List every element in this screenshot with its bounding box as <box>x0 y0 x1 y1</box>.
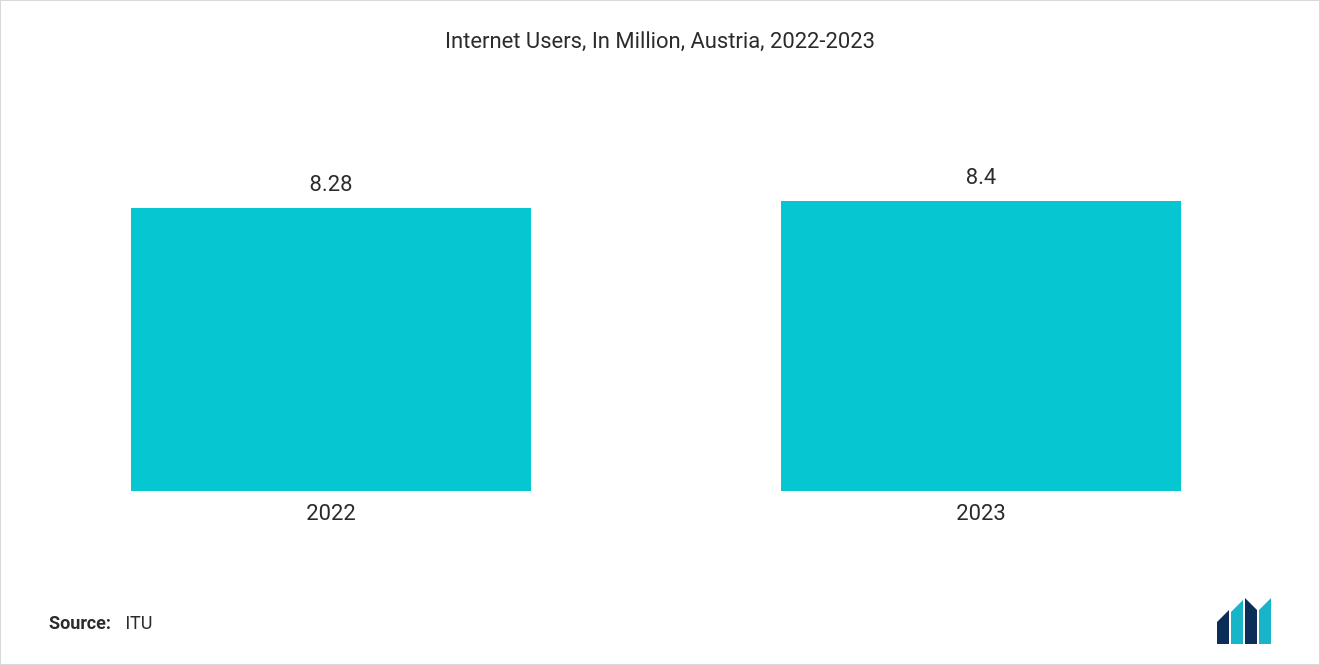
logo-bar-3 <box>1259 598 1271 644</box>
bar-0 <box>131 208 531 491</box>
source-line: Source: ITU <box>49 613 152 634</box>
bar-group-0: 8.28 <box>131 208 531 491</box>
logo-bar-2 <box>1245 598 1257 644</box>
plot-area: 8.28 8.4 2022 2023 <box>131 201 1181 491</box>
source-label: Source: <box>49 613 111 634</box>
value-label-1: 8.4 <box>781 165 1181 190</box>
value-label-0: 8.28 <box>131 172 531 197</box>
source-value: ITU <box>125 613 152 634</box>
bar-1 <box>781 201 1181 491</box>
category-label-1: 2023 <box>781 501 1181 526</box>
mordor-intelligence-logo-icon <box>1217 596 1279 644</box>
chart-title: Internet Users, In Million, Austria, 202… <box>1 29 1319 54</box>
bar-group-1: 8.4 <box>781 201 1181 491</box>
logo-svg <box>1217 596 1279 644</box>
category-label-0: 2022 <box>131 501 531 526</box>
logo-bar-1 <box>1231 600 1243 644</box>
logo-bar-0 <box>1217 610 1229 644</box>
